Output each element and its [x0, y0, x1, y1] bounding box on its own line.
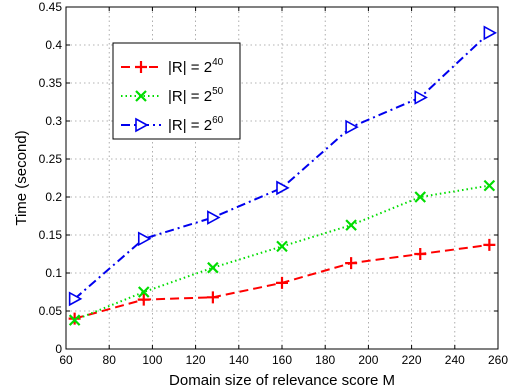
data-point [137, 231, 152, 247]
data-point [483, 238, 496, 251]
x-tick-label: 220 [402, 353, 422, 367]
data-point [483, 179, 496, 192]
x-tick-label: 240 [445, 353, 465, 367]
y-tick-label: 0.1 [45, 266, 62, 280]
data-point [276, 240, 288, 253]
legend-marker [135, 117, 149, 133]
x-tick-label: 80 [103, 353, 117, 367]
x-tick-label: 100 [142, 353, 162, 367]
x-tick-label: 120 [186, 353, 206, 367]
legend-item: |R| = 250 [121, 86, 224, 105]
series-group [68, 25, 498, 326]
data-point [345, 119, 359, 135]
data-point [207, 261, 219, 274]
data-point [414, 90, 428, 105]
data-point [414, 191, 427, 203]
y-axis-title: Time (second) [13, 130, 30, 225]
y-tick-label: 0.45 [39, 0, 63, 14]
x-tick-label: 200 [358, 353, 378, 367]
data-point [206, 291, 219, 304]
series-3 [68, 25, 498, 307]
legend: |R| = 240 |R| = 250 |R| = 260 [112, 42, 241, 140]
y-tick-label: 0 [55, 342, 62, 356]
data-point [68, 314, 81, 326]
series-1 [68, 238, 496, 325]
y-tick-label: 0.2 [45, 190, 62, 204]
axis-ticks: 60 80 100 120 140 160 180 200 220 240 260 0 0.05 0.1 0… [39, 0, 509, 367]
data-point [483, 25, 498, 41]
legend-item: |R| = 240 [121, 57, 224, 76]
legend-box [112, 42, 241, 140]
y-tick-label: 0.3 [45, 114, 62, 128]
data-point [414, 248, 427, 260]
data-point [345, 219, 357, 231]
legend-marker [135, 90, 147, 102]
data-point [276, 180, 290, 196]
x-tick-label: 180 [315, 353, 335, 367]
legend-item: |R| = 260 [121, 115, 224, 134]
data-point [137, 286, 150, 298]
y-tick-label: 0.4 [45, 38, 62, 52]
legend-marker [135, 61, 147, 73]
x-tick-label: 260 [488, 353, 508, 367]
series-2 [68, 179, 496, 326]
x-tick-label: 60 [59, 353, 73, 367]
data-point [207, 210, 221, 225]
y-tick-label: 0.25 [39, 152, 63, 166]
data-point [276, 276, 288, 289]
data-point [68, 291, 83, 307]
y-tick-label: 0.15 [39, 228, 63, 242]
legend-label: |R| = 240 [168, 57, 224, 76]
x-tick-label: 140 [229, 353, 249, 367]
legend-label: |R| = 250 [168, 86, 224, 105]
y-tick-label: 0.05 [39, 304, 63, 318]
y-tick-label: 0.35 [39, 76, 63, 90]
data-point [345, 257, 358, 270]
x-tick-label: 160 [272, 353, 292, 367]
x-axis-title: Domain size of relevance score M [169, 372, 395, 389]
legend-label: |R| = 260 [168, 115, 224, 134]
data-point [137, 293, 150, 306]
